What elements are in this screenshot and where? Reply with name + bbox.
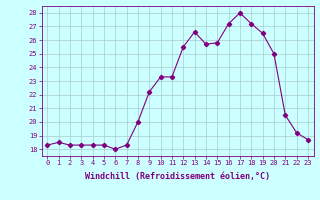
X-axis label: Windchill (Refroidissement éolien,°C): Windchill (Refroidissement éolien,°C) (85, 172, 270, 181)
